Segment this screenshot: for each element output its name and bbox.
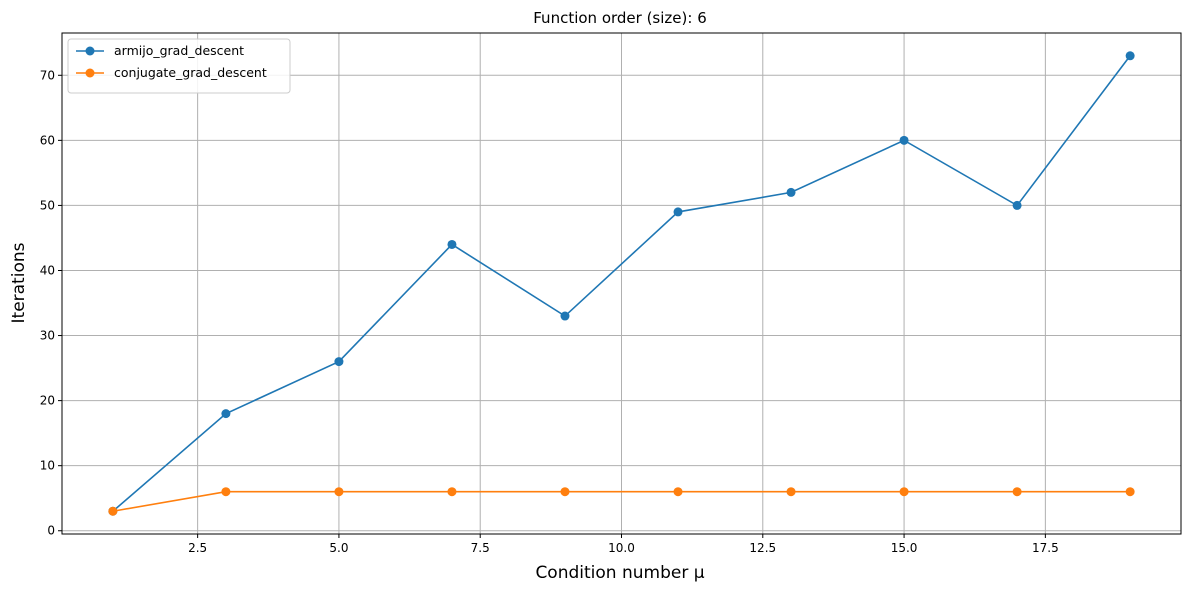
data-point (560, 311, 570, 321)
x-tick-label: 17.5 (1032, 541, 1059, 555)
data-point (786, 487, 796, 497)
data-point (221, 487, 231, 497)
data-point (334, 357, 344, 367)
grid (62, 33, 1181, 534)
data-point (673, 207, 683, 217)
data-point (334, 487, 344, 497)
x-axis-label: Condition number μ (535, 563, 704, 583)
y-tick-label: 10 (40, 459, 55, 473)
x-tick-label: 15.0 (891, 541, 918, 555)
x-tick-label: 7.5 (471, 541, 490, 555)
y-tick-label: 0 (47, 524, 55, 538)
data-point (221, 409, 231, 419)
x-tick-label: 10.0 (608, 541, 635, 555)
chart-title: Function order (size): 6 (533, 9, 707, 27)
x-axis: 2.5 5.0 7.5 10.0 12.5 15.0 17.5 (188, 534, 1059, 555)
series-conjugate_grad_descent (108, 487, 1135, 516)
y-tick-label: 40 (40, 263, 55, 277)
x-tick-label: 2.5 (188, 541, 207, 555)
y-tick-label: 50 (40, 198, 55, 212)
data-point (786, 187, 796, 197)
y-tick-label: 30 (40, 329, 55, 343)
series-layer (108, 51, 1135, 516)
data-point (673, 487, 683, 497)
legend-box (67, 38, 291, 94)
data-point (899, 135, 909, 145)
y-tick-label: 60 (40, 133, 55, 147)
x-tick-label: 12.5 (749, 541, 776, 555)
data-point (1125, 487, 1135, 497)
y-axis: 0 10 20 30 40 50 60 70 (40, 68, 62, 538)
legend-label: armijo_grad_descent (114, 43, 244, 58)
legend-entry: conjugate_grad_descent (76, 65, 267, 80)
data-point (447, 239, 457, 249)
data-point (447, 487, 457, 497)
data-point (899, 487, 909, 497)
x-tick-label: 5.0 (329, 541, 348, 555)
legend-marker (85, 46, 95, 56)
data-point (108, 506, 118, 516)
y-tick-label: 20 (40, 394, 55, 408)
data-point (560, 487, 570, 497)
data-point (1125, 51, 1135, 61)
legend-marker (85, 68, 95, 78)
series-line (112, 490, 1131, 513)
series-line (112, 55, 1131, 512)
y-axis-label: Iterations (9, 242, 29, 323)
y-tick-label: 70 (40, 68, 55, 82)
legend: armijo_grad_descent conjugate_grad_descen… (67, 38, 291, 94)
data-point (1012, 487, 1022, 497)
legend-entry: armijo_grad_descent (76, 43, 244, 58)
data-point (1012, 200, 1022, 210)
legend-label: conjugate_grad_descent (114, 65, 267, 80)
